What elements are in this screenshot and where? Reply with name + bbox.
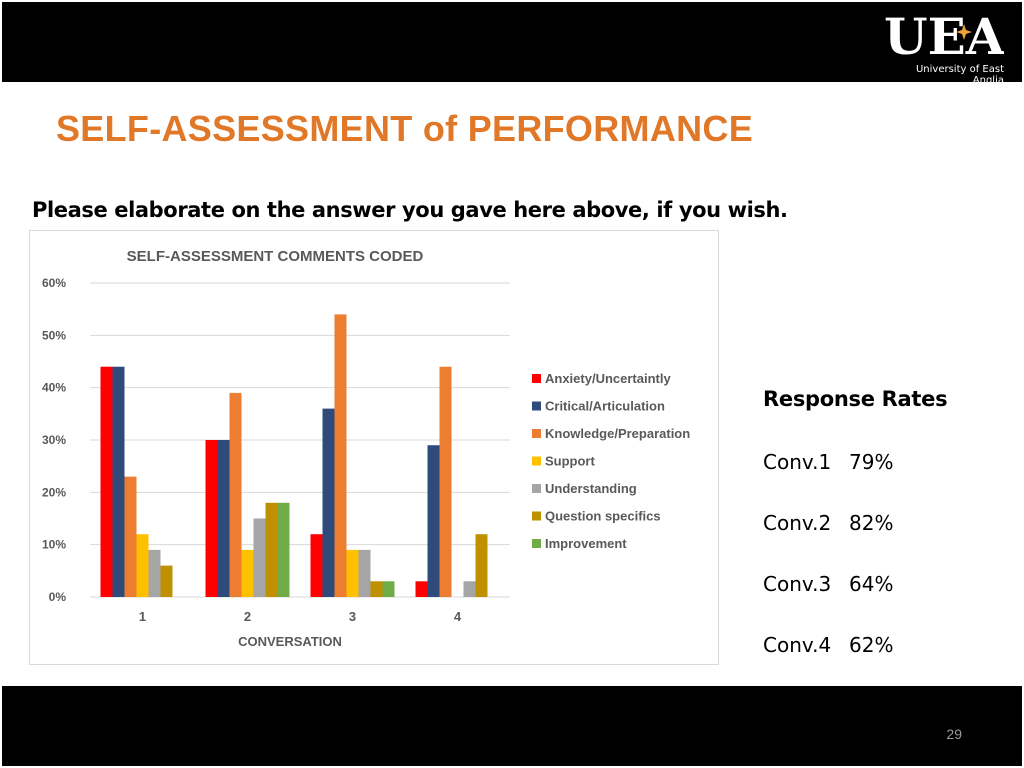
page-number: 29 <box>946 726 962 742</box>
legend-swatch <box>532 484 541 493</box>
bar <box>241 549 254 597</box>
bar <box>346 549 359 597</box>
response-rate-label: Conv.1 <box>763 450 832 474</box>
y-tick-label: 40% <box>42 381 66 395</box>
response-rate-row: Conv.3 64% <box>763 572 893 596</box>
bar <box>463 581 476 597</box>
legend-label: Knowledge/Preparation <box>545 426 690 441</box>
bar <box>334 314 347 597</box>
y-tick-label: 0% <box>49 590 67 604</box>
bar-chart: 0% 10% 20% 30% 40% 50% 60% 1 2 3 4 Anxiety/Uncert… <box>42 248 690 649</box>
bar <box>124 476 137 597</box>
slide-subtitle: Please elaborate on the answer you gave … <box>32 198 788 222</box>
x-tick-label: 3 <box>349 609 356 624</box>
bar <box>370 581 383 597</box>
y-tick-label: 10% <box>42 538 66 552</box>
uea-logo: UEA University of East Anglia <box>884 8 1004 86</box>
bar <box>160 565 173 597</box>
bar <box>205 440 218 597</box>
page-title: SELF-ASSESSMENT of PERFORMANCE <box>56 108 754 149</box>
legend-swatch <box>532 429 541 438</box>
bar <box>136 534 149 597</box>
response-rate-value: 64% <box>849 572 894 596</box>
header-bar: UEA University of East Anglia <box>2 2 1022 86</box>
chart-x-ticks: 1 2 3 4 <box>139 609 462 624</box>
response-rate-value: 82% <box>849 511 894 535</box>
bar <box>277 502 290 597</box>
response-rate-row: Conv.4 62% <box>763 633 893 657</box>
y-tick-label: 20% <box>42 485 66 499</box>
y-tick-label: 60% <box>42 276 66 290</box>
x-tick-label: 1 <box>139 609 146 624</box>
y-tick-label: 30% <box>42 433 66 447</box>
response-rate-row: Conv.1 79% <box>763 450 893 474</box>
bar <box>265 502 278 597</box>
bar <box>229 392 242 597</box>
bar <box>358 549 371 597</box>
legend-label: Support <box>545 454 595 469</box>
uea-logo-mark: UEA <box>884 8 1004 60</box>
response-rate-label: Conv.3 <box>763 572 832 596</box>
legend-swatch <box>532 401 541 411</box>
bar <box>100 366 113 597</box>
bar <box>310 534 323 597</box>
chart-legend: Anxiety/Uncertaintly Critical/Articulatio… <box>532 371 690 551</box>
bar <box>112 366 125 597</box>
chart-container: 0% 10% 20% 30% 40% 50% 60% 1 2 3 4 Anxiety/Uncert… <box>29 230 719 665</box>
bar <box>253 518 266 597</box>
star-icon <box>956 24 972 40</box>
legend-label: Question specifics <box>545 509 661 524</box>
bar <box>382 581 395 597</box>
chart-bars <box>100 314 488 597</box>
response-rate-value: 62% <box>849 633 894 657</box>
response-rate-label: Conv.2 <box>763 511 832 535</box>
bar <box>217 440 230 597</box>
legend-label: Critical/Articulation <box>545 399 665 414</box>
chart-title: SELF-ASSESSMENT COMMENTS CODED <box>127 248 424 265</box>
response-rate-value: 79% <box>849 450 894 474</box>
response-rate-label: Conv.4 <box>763 633 832 657</box>
bar <box>427 445 440 597</box>
bar <box>415 581 428 597</box>
legend-swatch <box>532 539 541 548</box>
legend-label: Improvement <box>545 536 627 551</box>
y-tick-label: 50% <box>42 328 66 342</box>
response-rates-title: Response Rates <box>763 387 948 411</box>
bar <box>439 366 452 597</box>
legend-swatch <box>532 456 541 466</box>
x-tick-label: 4 <box>454 609 462 624</box>
logo-caption: University of East Anglia <box>915 64 1004 86</box>
legend-label: Understanding <box>545 481 637 496</box>
bar <box>322 408 335 597</box>
legend-swatch <box>532 511 541 521</box>
chart-x-axis-label: CONVERSATION <box>238 634 342 649</box>
legend-label: Anxiety/Uncertaintly <box>545 371 671 386</box>
logo-letters: UEA <box>884 8 1004 60</box>
chart-y-ticks: 0% 10% 20% 30% 40% 50% 60% <box>42 276 66 604</box>
footer-bar: 29 <box>2 686 1022 766</box>
response-rate-row: Conv.2 82% <box>763 511 893 535</box>
bar <box>475 534 488 597</box>
legend-swatch <box>532 374 541 383</box>
bar <box>148 549 161 597</box>
x-tick-label: 2 <box>244 609 251 624</box>
